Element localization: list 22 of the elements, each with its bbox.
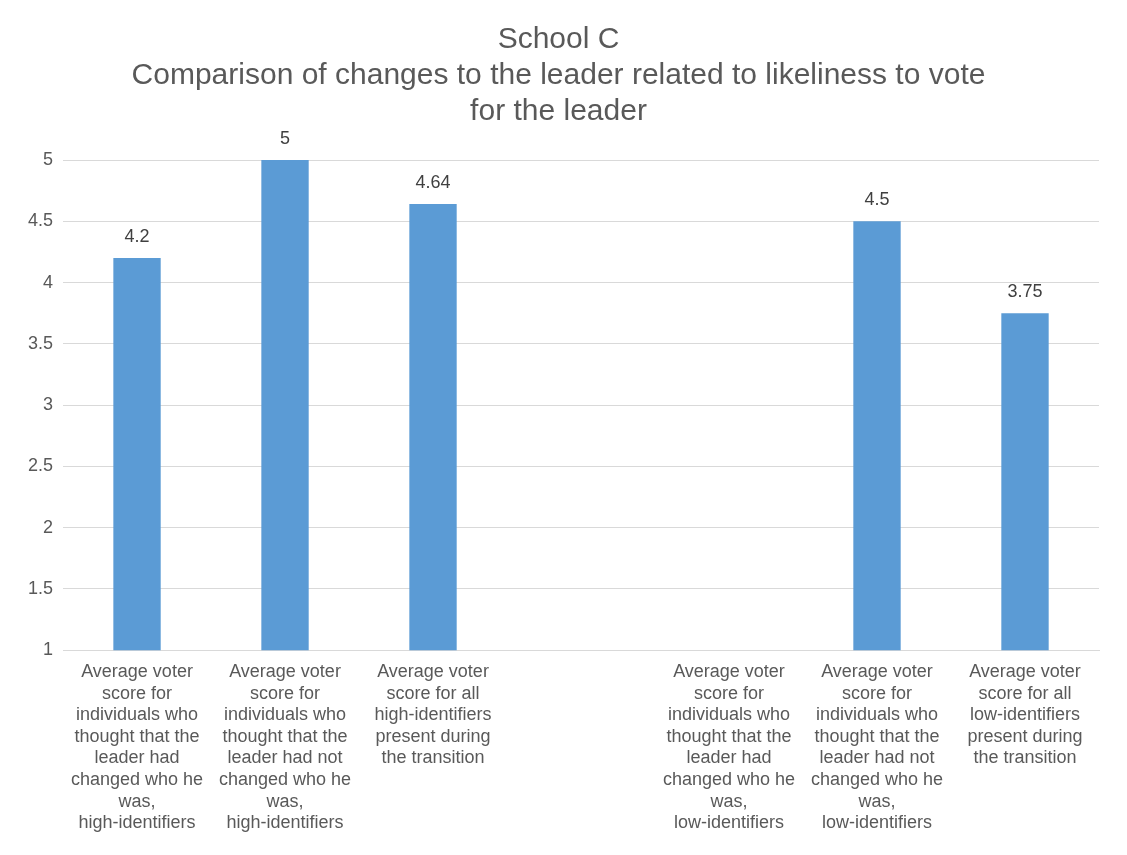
data-label: 5: [280, 127, 291, 148]
x-tick-label: Average voter score for individuals who thought that the leader had changed who he was, low-identifiers: [662, 660, 796, 833]
data-label: 4.64: [415, 172, 451, 193]
chart-title: School C: [497, 21, 620, 55]
y-tick-label: 4: [43, 271, 54, 292]
y-tick-label: 4.5: [27, 210, 54, 231]
y-tick-label: 1: [43, 639, 54, 660]
x-tick-label: Average voter score for individuals who thought that the leader had not changed who he was, low-identifiers: [810, 660, 944, 833]
data-label: 3.75: [1007, 281, 1043, 302]
data-label: 4.2: [124, 226, 150, 247]
x-tick-label: Average voter score for all low-identifiers present during the transition: [967, 660, 1083, 768]
x-tick-label: Average voter score for individuals who thought that the leader had not changed who he was, high-identifiers: [218, 660, 352, 833]
chart-subtitle: Comparison of changes to the leader related to likeliness to vote for the leader: [131, 57, 986, 127]
y-tick-label: 2: [43, 516, 54, 537]
y-tick-label: 3: [43, 394, 54, 415]
y-tick-label: 1.5: [27, 577, 54, 598]
data-label: 4.5: [864, 189, 890, 210]
x-tick-label: Average voter score for all high-identifiers present during the transition: [374, 660, 492, 768]
y-tick-label: 3.5: [27, 332, 54, 353]
y-tick-label: 5: [43, 148, 54, 169]
x-tick-label: Average voter score for individuals who thought that the leader had changed who he was, high-identifiers: [70, 660, 204, 833]
y-tick-label: 2.5: [27, 455, 54, 476]
